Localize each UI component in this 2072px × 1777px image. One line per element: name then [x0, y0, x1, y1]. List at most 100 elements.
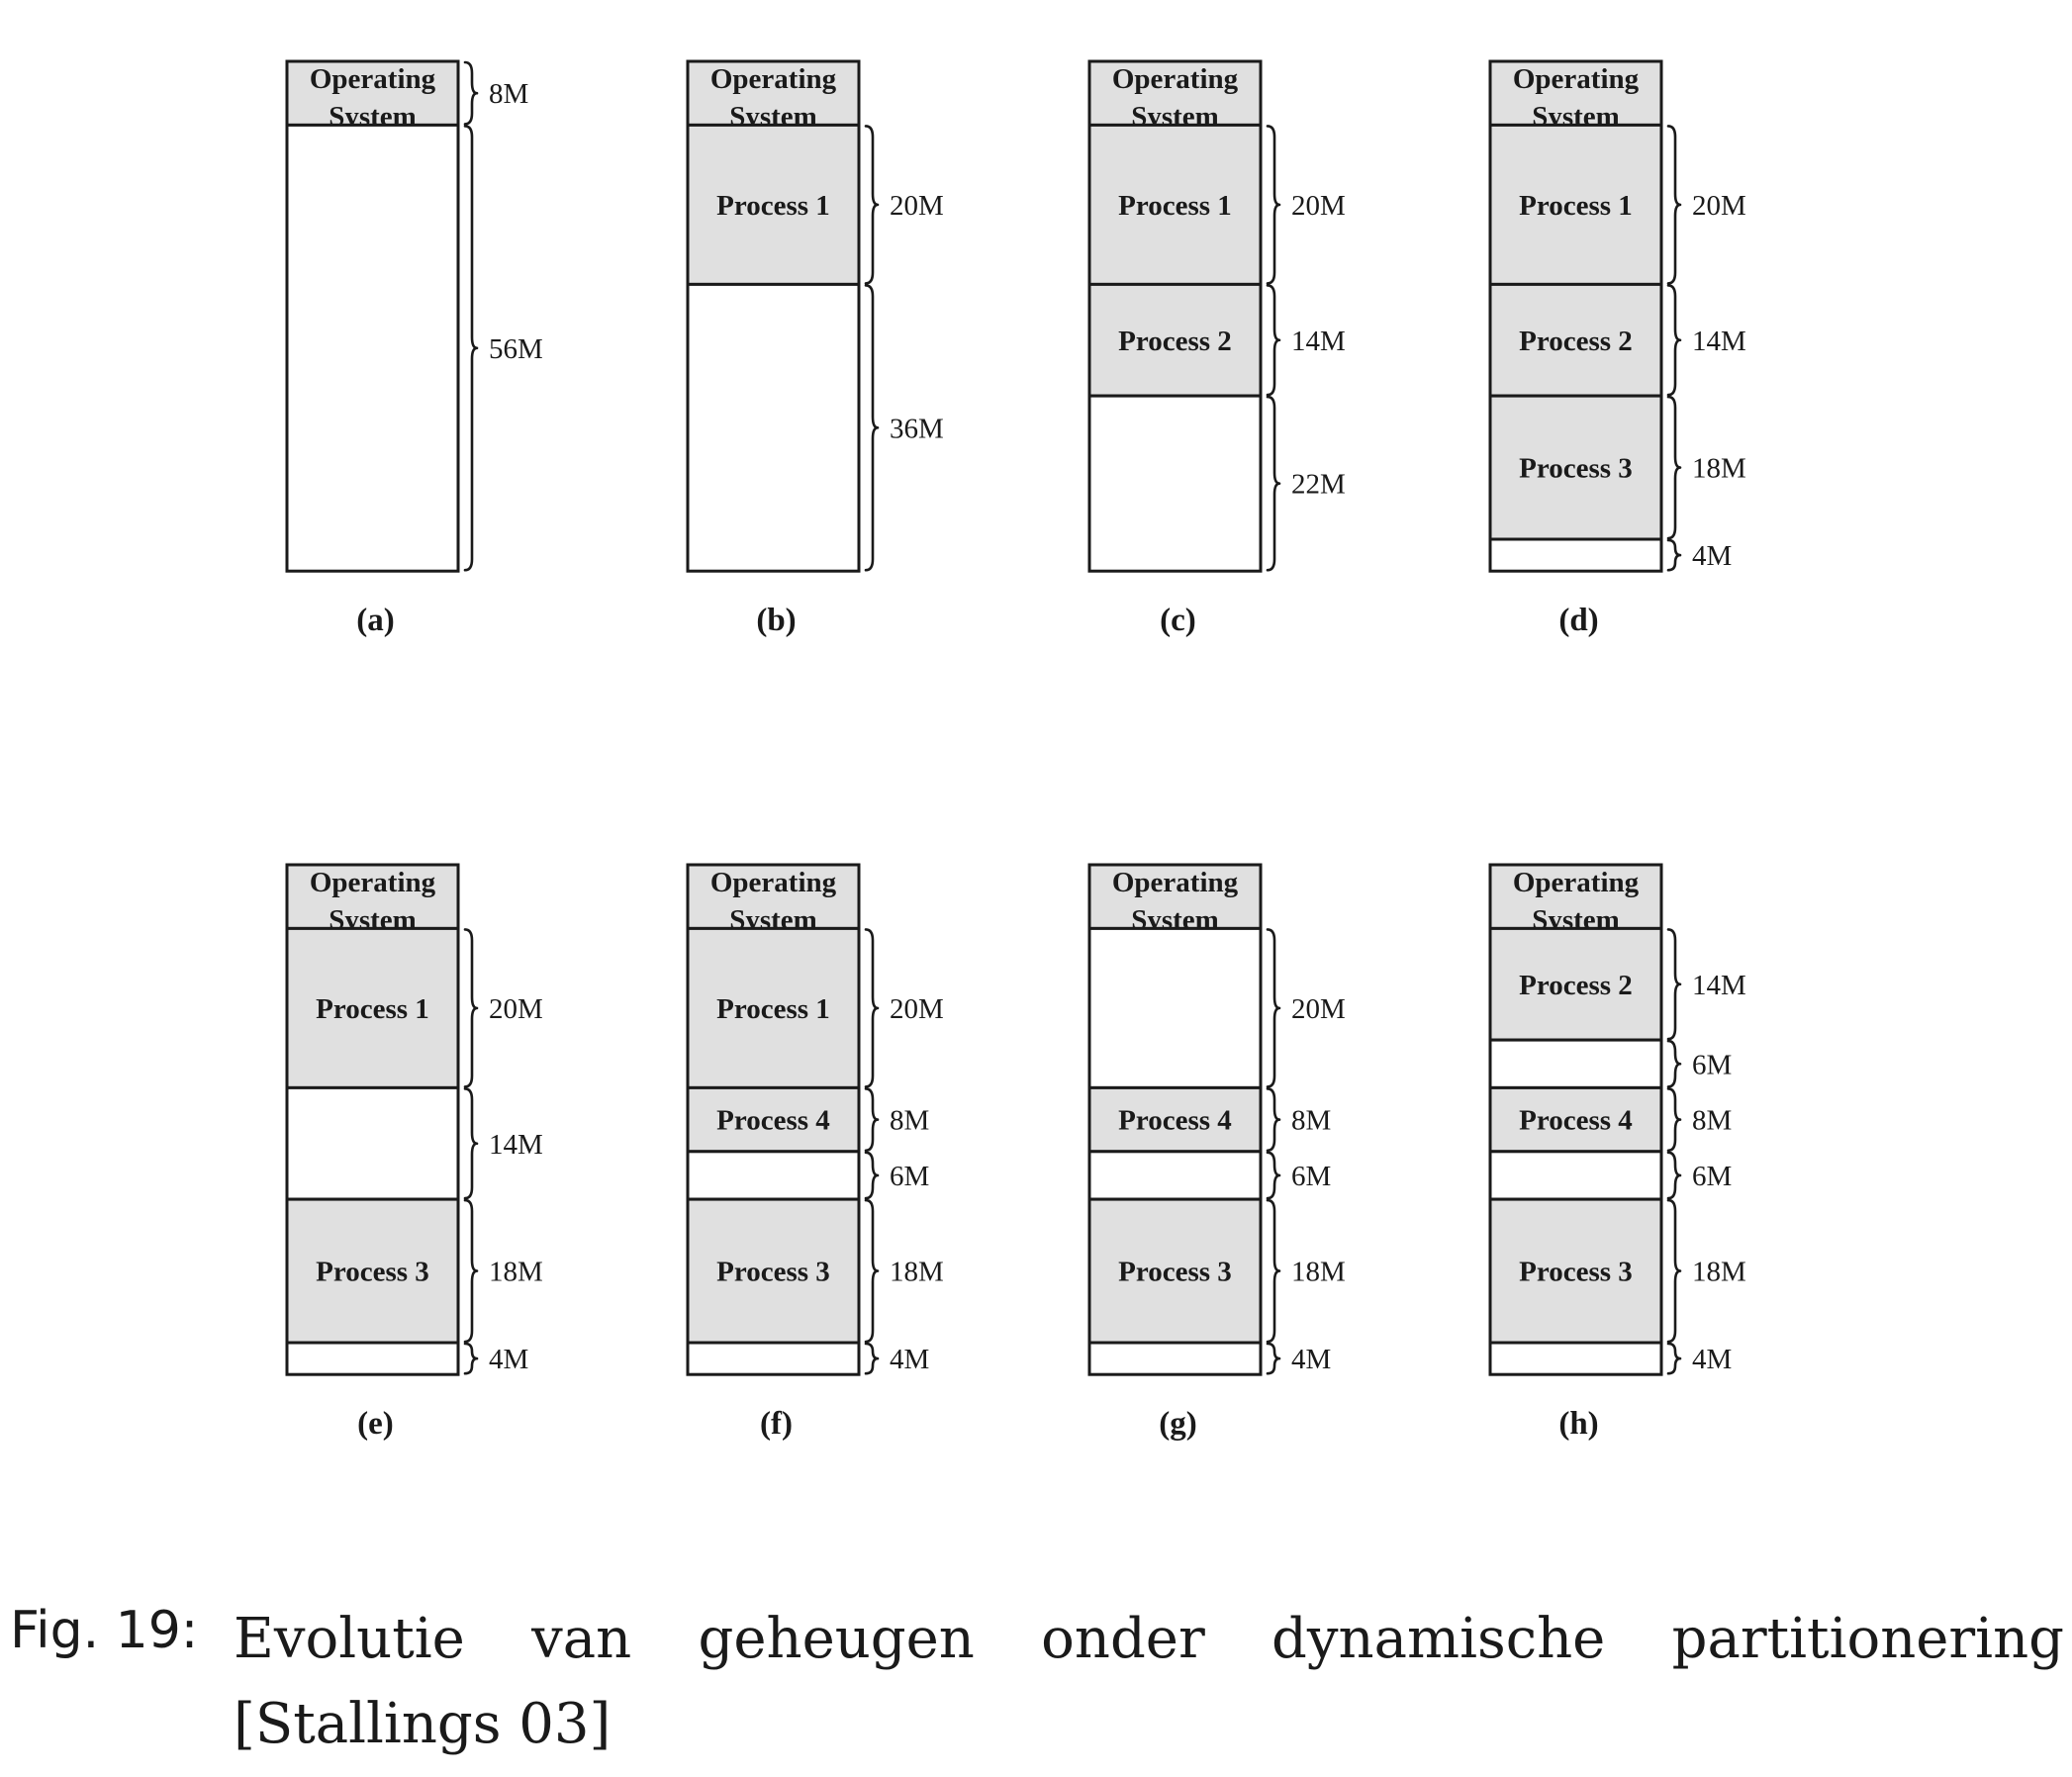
memory-block-process-4	[686, 1085, 861, 1154]
free-memory-block	[686, 282, 861, 573]
process-label: Process 1	[316, 993, 429, 1025]
size-label: 18M	[1692, 453, 1746, 485]
size-brace	[864, 1198, 880, 1344]
process-label: Process 4	[716, 1105, 830, 1137]
memory-block-operating-system	[285, 59, 460, 127]
size-label: 6M	[1692, 1161, 1732, 1192]
size-label: 20M	[1291, 993, 1346, 1025]
free-memory-block	[686, 1150, 861, 1201]
size-label: 14M	[1692, 970, 1746, 1001]
free-memory-block	[285, 1085, 460, 1201]
process-label: Process 3	[716, 1257, 830, 1288]
process-label: Process 3	[1118, 1257, 1232, 1288]
size-label: 20M	[489, 993, 543, 1025]
size-label: 4M	[1692, 1344, 1732, 1375]
panel-label: (g)	[1159, 1406, 1196, 1442]
size-brace	[1666, 284, 1682, 397]
size-brace	[864, 284, 880, 572]
process-label: Process 1	[1118, 190, 1232, 222]
memory-block-operating-system	[686, 863, 861, 930]
size-brace	[1266, 395, 1281, 572]
size-brace	[1666, 538, 1682, 572]
free-memory-block	[1087, 1150, 1263, 1201]
size-label: 56M	[489, 333, 543, 365]
size-label: 6M	[890, 1161, 929, 1192]
size-brace	[463, 1087, 479, 1200]
panel-label: (c)	[1160, 603, 1196, 638]
process-label: Process 4	[1118, 1105, 1232, 1137]
os-label-line: Operating	[1513, 63, 1640, 95]
panel-label: (d)	[1558, 603, 1598, 638]
panel-label: (a)	[356, 603, 394, 638]
memory-block-process-3	[1488, 1197, 1663, 1345]
size-brace	[1666, 1151, 1682, 1200]
os-label-line: Operating	[710, 867, 837, 898]
free-memory-block	[686, 1341, 861, 1376]
size-label: 4M	[489, 1344, 528, 1375]
process-label: Process 3	[316, 1257, 429, 1288]
size-brace	[1666, 125, 1682, 285]
size-label: 8M	[489, 78, 528, 110]
size-label: 6M	[1692, 1049, 1732, 1080]
memory-block-process-1	[285, 926, 460, 1089]
panel-label: (e)	[357, 1406, 394, 1442]
size-label: 20M	[890, 993, 944, 1025]
free-memory-block	[285, 1341, 460, 1376]
size-label: 8M	[1692, 1105, 1732, 1137]
size-label: 22M	[1291, 469, 1346, 501]
free-memory-block	[1488, 1341, 1663, 1376]
size-brace	[1266, 928, 1281, 1088]
panel-label: (b)	[756, 603, 796, 638]
size-label: 6M	[1291, 1161, 1331, 1192]
os-label-line: Operating	[310, 63, 436, 95]
size-brace	[463, 125, 479, 572]
memory-block-operating-system	[1488, 59, 1663, 127]
size-brace	[1266, 1151, 1281, 1200]
free-memory-block	[1087, 394, 1263, 573]
size-brace	[1666, 928, 1682, 1041]
panel-label: (h)	[1558, 1406, 1598, 1442]
process-label: Process 2	[1519, 326, 1633, 357]
free-memory-block	[1488, 1038, 1663, 1089]
process-label: Process 3	[1519, 453, 1633, 485]
free-memory-block	[285, 123, 460, 573]
size-label: 4M	[890, 1344, 929, 1375]
os-label-line: Operating	[1513, 867, 1640, 898]
memory-block-operating-system	[686, 59, 861, 127]
size-brace	[864, 125, 880, 285]
size-brace	[1666, 1039, 1682, 1088]
memory-block-process-2	[1488, 282, 1663, 398]
size-brace	[1666, 1198, 1682, 1344]
size-label: 4M	[1291, 1344, 1331, 1375]
os-label-line: Operating	[310, 867, 436, 898]
size-brace	[1666, 1087, 1682, 1153]
size-brace	[463, 1342, 479, 1375]
free-memory-block	[1488, 1150, 1663, 1201]
memory-block-process-1	[686, 123, 861, 286]
process-label: Process 3	[1519, 1257, 1633, 1288]
size-label: 18M	[890, 1257, 944, 1288]
memory-block-operating-system	[1087, 863, 1263, 930]
memory-block-process-3	[1087, 1197, 1263, 1345]
size-brace	[463, 928, 479, 1088]
size-label: 14M	[1291, 326, 1346, 357]
free-memory-block	[1488, 537, 1663, 573]
free-memory-block	[1087, 1341, 1263, 1376]
size-label: 18M	[489, 1257, 543, 1288]
figure-number: Fig. 19:	[10, 1601, 199, 1660]
size-brace	[864, 1342, 880, 1375]
size-label: 18M	[1291, 1257, 1346, 1288]
size-label: 36M	[890, 413, 944, 444]
size-brace	[463, 1198, 479, 1344]
size-brace	[1266, 284, 1281, 397]
size-brace	[1666, 395, 1682, 540]
memory-block-process-3	[686, 1197, 861, 1345]
memory-block-process-1	[686, 926, 861, 1089]
